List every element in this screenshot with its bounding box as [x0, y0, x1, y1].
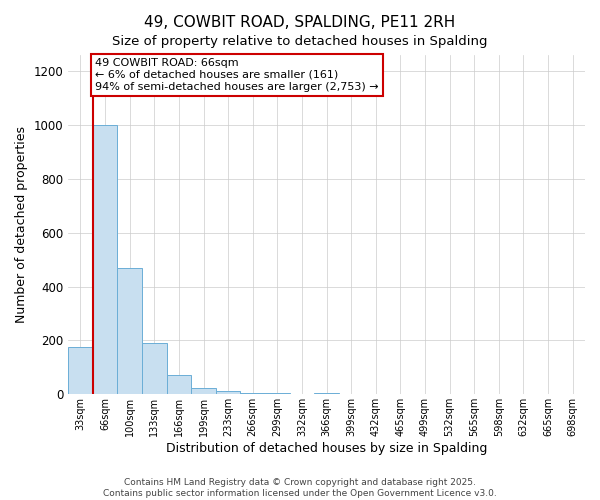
Bar [265, 393, 290, 394]
X-axis label: Distribution of detached houses by size in Spalding: Distribution of detached houses by size … [166, 442, 487, 455]
Y-axis label: Number of detached properties: Number of detached properties [15, 126, 28, 323]
Text: Contains HM Land Registry data © Crown copyright and database right 2025.
Contai: Contains HM Land Registry data © Crown c… [103, 478, 497, 498]
Bar [216, 391, 241, 394]
Bar [167, 376, 191, 394]
Bar [68, 347, 93, 395]
Bar [191, 388, 216, 394]
Text: 49, COWBIT ROAD, SPALDING, PE11 2RH: 49, COWBIT ROAD, SPALDING, PE11 2RH [145, 15, 455, 30]
Bar [118, 268, 142, 394]
Text: 49 COWBIT ROAD: 66sqm
← 6% of detached houses are smaller (161)
94% of semi-deta: 49 COWBIT ROAD: 66sqm ← 6% of detached h… [95, 58, 379, 92]
Bar [241, 393, 265, 394]
Text: Size of property relative to detached houses in Spalding: Size of property relative to detached ho… [112, 35, 488, 48]
Bar [93, 125, 118, 394]
Bar [142, 342, 167, 394]
